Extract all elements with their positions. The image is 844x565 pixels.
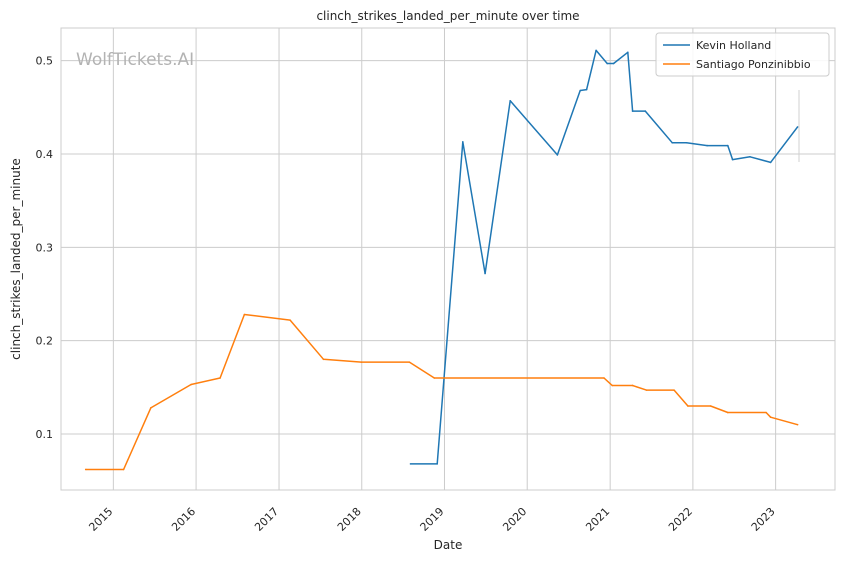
data-point-kevin-holland bbox=[631, 110, 634, 112]
plot-frame bbox=[60, 27, 836, 491]
data-point-santiago-ponzinibbio bbox=[631, 384, 634, 387]
data-point-santiago-ponzinibbio bbox=[360, 361, 363, 363]
y-axis-label: clinch_strikes_landed_per_minute bbox=[9, 158, 23, 360]
data-point-santiago-ponzinibbio bbox=[190, 383, 192, 386]
data-point-santiago-ponzinibbio bbox=[122, 468, 125, 471]
data-point-kevin-holland bbox=[585, 88, 588, 91]
data-point-santiago-ponzinibbio bbox=[243, 313, 246, 316]
series-line-kevin-holland bbox=[410, 49, 799, 465]
series-layer bbox=[84, 49, 799, 471]
data-point-kevin-holland bbox=[685, 142, 688, 144]
data-point-kevin-holland bbox=[731, 158, 734, 161]
data-point-kevin-holland bbox=[509, 100, 512, 102]
data-point-kevin-holland bbox=[796, 126, 799, 128]
data-point-kevin-holland bbox=[726, 144, 729, 147]
y-tick-label: 0.5 bbox=[36, 55, 54, 68]
y-axis: 0.1 0.2 0.3 0.4 0.5 bbox=[36, 55, 54, 441]
data-point-santiago-ponzinibbio bbox=[408, 361, 411, 363]
data-point-kevin-holland bbox=[556, 154, 559, 156]
legend-label-kevin-holland: Kevin Holland bbox=[696, 39, 771, 52]
data-point-kevin-holland bbox=[436, 463, 439, 465]
data-point-kevin-holland bbox=[484, 272, 486, 275]
data-point-santiago-ponzinibbio bbox=[769, 416, 772, 419]
data-point-santiago-ponzinibbio bbox=[611, 384, 614, 387]
data-point-kevin-holland bbox=[627, 51, 629, 54]
y-tick-label: 0.4 bbox=[36, 148, 54, 161]
data-point-santiago-ponzinibbio bbox=[433, 377, 436, 379]
data-point-kevin-holland bbox=[409, 463, 412, 465]
data-point-kevin-holland bbox=[644, 110, 647, 112]
data-point-kevin-holland bbox=[671, 142, 674, 144]
legend: Kevin Holland Santiago Ponzinibbio bbox=[655, 32, 830, 77]
data-point-santiago-ponzinibbio bbox=[219, 377, 221, 379]
data-point-kevin-holland bbox=[606, 62, 609, 65]
data-point-santiago-ponzinibbio bbox=[289, 319, 291, 321]
data-point-santiago-ponzinibbio bbox=[687, 405, 689, 407]
data-point-kevin-holland bbox=[612, 62, 615, 65]
legend-box bbox=[655, 32, 830, 77]
watermark: WolfTickets.AI bbox=[76, 50, 194, 70]
data-point-kevin-holland bbox=[462, 141, 464, 143]
x-axis-label: Date bbox=[434, 538, 463, 552]
data-point-kevin-holland bbox=[749, 156, 751, 158]
data-point-kevin-holland bbox=[706, 144, 708, 147]
data-point-santiago-ponzinibbio bbox=[149, 407, 152, 409]
legend-label-santiago-ponzinibbio: Santiago Ponzinibbio bbox=[696, 58, 811, 71]
series-line-santiago-ponzinibbio bbox=[85, 313, 798, 471]
data-point-santiago-ponzinibbio bbox=[322, 358, 325, 361]
y-tick-label: 0.2 bbox=[36, 335, 54, 348]
data-point-santiago-ponzinibbio bbox=[765, 411, 767, 414]
data-point-kevin-holland bbox=[579, 89, 582, 92]
data-point-kevin-holland bbox=[595, 49, 597, 52]
y-tick-label: 0.1 bbox=[36, 428, 54, 441]
data-point-santiago-ponzinibbio bbox=[796, 423, 799, 426]
data-point-kevin-holland bbox=[769, 161, 772, 164]
data-point-santiago-ponzinibbio bbox=[726, 411, 729, 414]
data-point-santiago-ponzinibbio bbox=[84, 468, 87, 471]
data-point-santiago-ponzinibbio bbox=[645, 389, 648, 391]
data-point-santiago-ponzinibbio bbox=[603, 377, 605, 379]
data-point-santiago-ponzinibbio bbox=[673, 389, 675, 391]
y-tick-label: 0.3 bbox=[36, 241, 54, 254]
data-point-santiago-ponzinibbio bbox=[709, 405, 712, 407]
chart-title: clinch_strikes_landed_per_minute over ti… bbox=[316, 9, 579, 23]
